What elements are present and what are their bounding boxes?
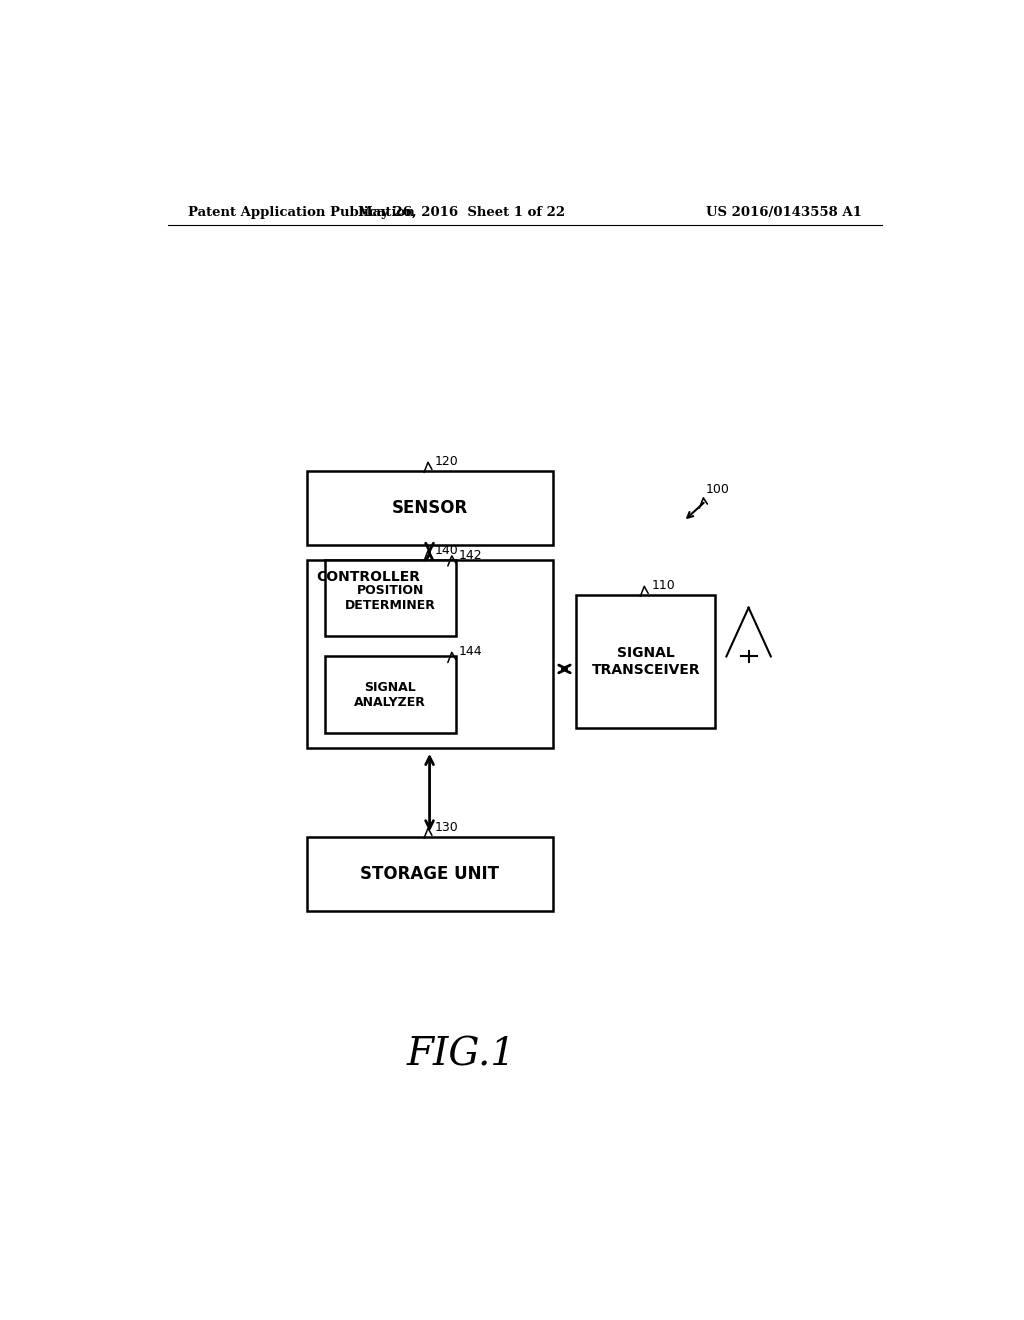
Text: STORAGE UNIT: STORAGE UNIT bbox=[360, 865, 499, 883]
Text: 100: 100 bbox=[706, 483, 730, 496]
Bar bbox=[306, 560, 553, 748]
Text: SENSOR: SENSOR bbox=[391, 499, 468, 517]
Bar bbox=[306, 471, 553, 545]
Text: SIGNAL
ANALYZER: SIGNAL ANALYZER bbox=[354, 681, 426, 709]
Text: 120: 120 bbox=[435, 455, 459, 469]
Text: 140: 140 bbox=[435, 544, 459, 557]
Text: 142: 142 bbox=[459, 549, 482, 562]
Text: May 26, 2016  Sheet 1 of 22: May 26, 2016 Sheet 1 of 22 bbox=[357, 206, 565, 219]
Bar bbox=[577, 595, 716, 727]
Text: SIGNAL
TRANSCEIVER: SIGNAL TRANSCEIVER bbox=[592, 647, 700, 677]
Bar bbox=[306, 837, 553, 911]
Text: Patent Application Publication: Patent Application Publication bbox=[187, 206, 415, 219]
Text: CONTROLLER: CONTROLLER bbox=[316, 570, 420, 583]
Bar bbox=[325, 560, 456, 636]
Text: POSITION
DETERMINER: POSITION DETERMINER bbox=[345, 583, 436, 612]
Text: 130: 130 bbox=[435, 821, 459, 834]
Bar bbox=[325, 656, 456, 733]
Text: US 2016/0143558 A1: US 2016/0143558 A1 bbox=[707, 206, 862, 219]
Text: 110: 110 bbox=[651, 579, 675, 593]
Text: FIG.1: FIG.1 bbox=[407, 1036, 516, 1073]
Text: 144: 144 bbox=[459, 645, 482, 659]
